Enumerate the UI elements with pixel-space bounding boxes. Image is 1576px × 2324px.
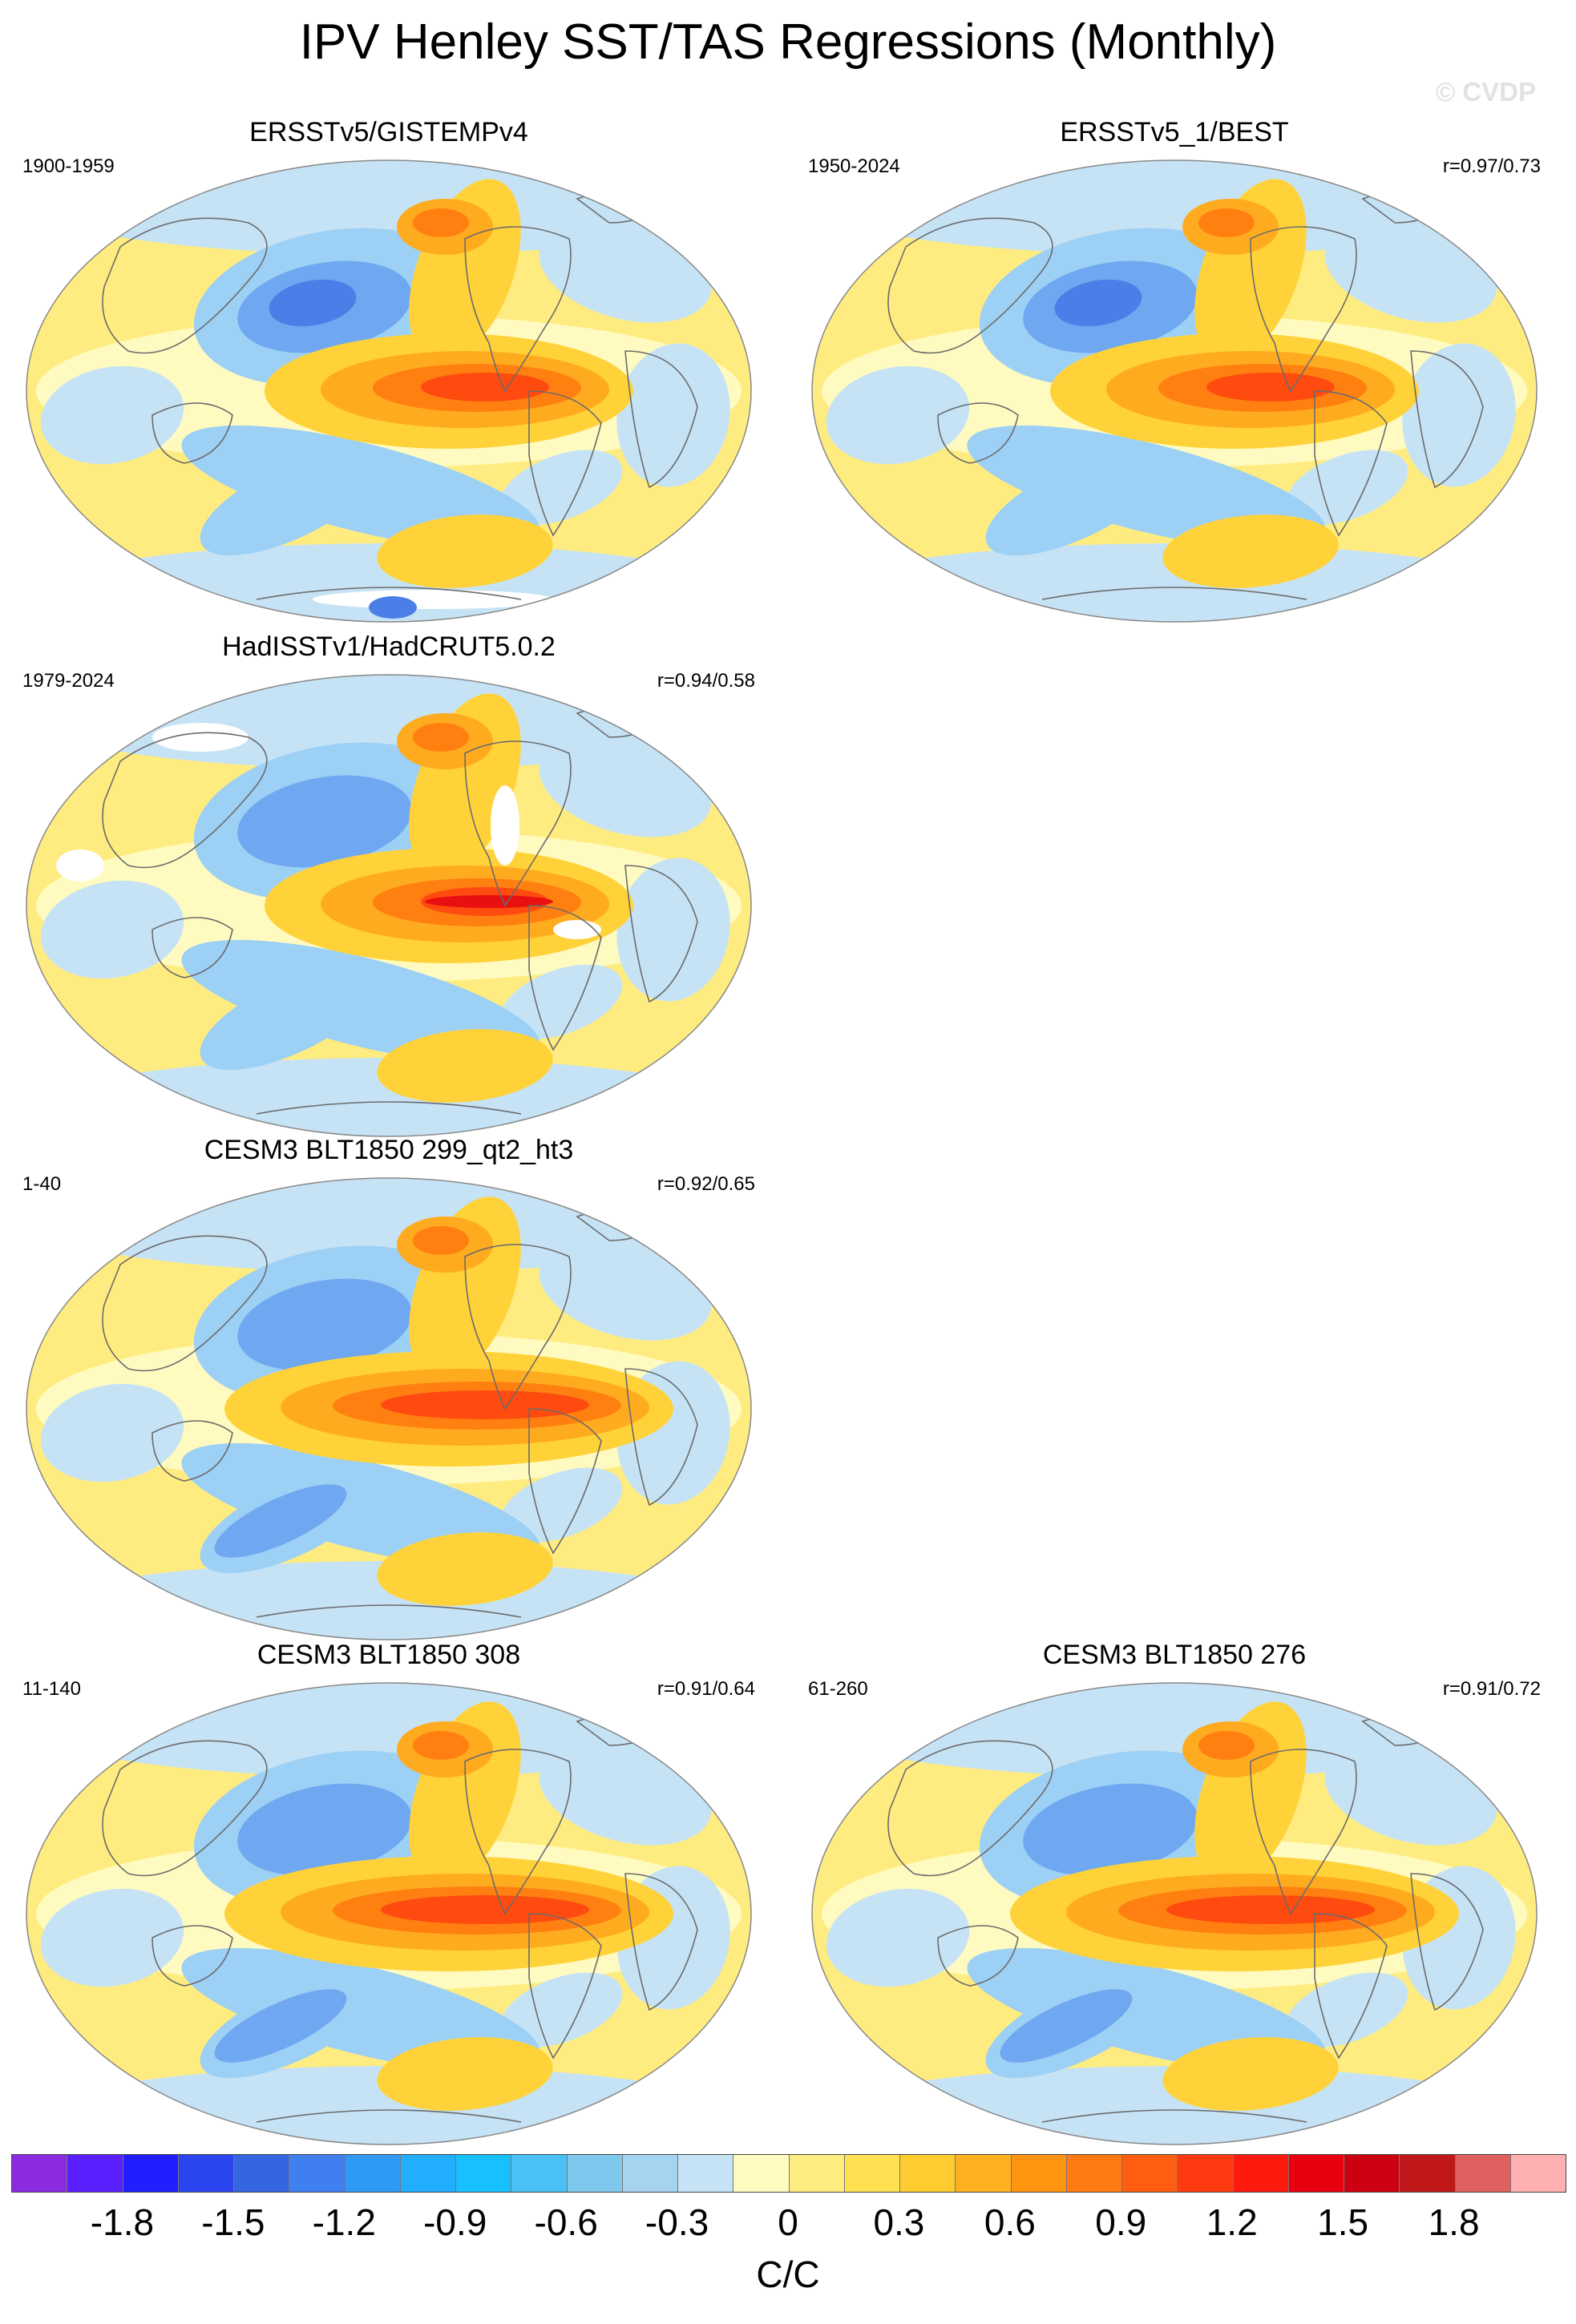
- regression-map: [26, 159, 752, 623]
- map-panel-4: CESM3 BLT1850 299_qt2_ht3 1-40 r=0.92/0.…: [16, 1136, 762, 1649]
- colorbar-swatch: [1400, 2155, 1456, 2192]
- colorbar-swatch: [1344, 2155, 1400, 2192]
- panel-period: 1900-1959: [22, 155, 115, 177]
- colorbar-swatch: [234, 2155, 290, 2192]
- colorbar-swatch: [1510, 2155, 1566, 2192]
- colorbar-swatch: [1122, 2155, 1178, 2192]
- panel-period: 61-260: [808, 1678, 868, 1700]
- colorbar-tick-label: -1.2: [312, 2201, 376, 2243]
- figure-title: IPV Henley SST/TAS Regressions (Monthly): [299, 14, 1277, 70]
- panel-correlation: r=0.91/0.72: [1442, 1678, 1541, 1700]
- colorbar-swatch: [289, 2155, 346, 2192]
- map-panel-1: ERSSTv5/GISTEMPv4 1900-1959: [16, 119, 762, 631]
- panel-title: HadISSTv1/HadCRUT5.0.2: [222, 631, 556, 662]
- colorbar-tick-label: 0.9: [1095, 2201, 1147, 2243]
- colorbar-tick-label: -1.8: [90, 2201, 155, 2243]
- regression-map: [26, 1682, 752, 2145]
- colorbar-swatch: [956, 2155, 1012, 2192]
- colorbar-units-label: C/C: [756, 2253, 820, 2295]
- panel-correlation: r=0.97/0.73: [1442, 155, 1541, 177]
- colorbar-swatch: [1011, 2155, 1067, 2192]
- colorbar-tick-label: 0.6: [984, 2201, 1036, 2243]
- colorbar-tick-label: 0: [778, 2201, 798, 2243]
- colorbar-tick-label: -0.9: [423, 2201, 487, 2243]
- colorbar-tick-label: 1.2: [1206, 2201, 1258, 2243]
- colorbar-swatch: [67, 2155, 123, 2192]
- colorbar-swatch: [622, 2155, 678, 2192]
- colorbar-swatch: [511, 2155, 568, 2192]
- colorbar-swatch: [789, 2155, 845, 2192]
- colorbar-swatch: [678, 2155, 734, 2192]
- panel-period: 1979-2024: [22, 670, 115, 692]
- colorbar-swatch: [456, 2155, 512, 2192]
- colorbar-swatch: [123, 2155, 179, 2192]
- colorbar-ticks: -1.8 -1.5 -1.2 -0.9 -0.6 -0.3 0 0.3 0.6 0.9 1.2 1.5…: [0, 2204, 1576, 2252]
- colorbar-swatch: [12, 2155, 68, 2192]
- map-panel-2: ERSSTv5_1/BEST 1950-2024 r=0.97/0.73: [802, 119, 1547, 631]
- panel-correlation: r=0.92/0.65: [657, 1173, 755, 1195]
- colorbar-swatch: [900, 2155, 956, 2192]
- panel-period: 11-140: [22, 1678, 81, 1700]
- regression-map: [811, 159, 1538, 623]
- colorbar-swatch: [1066, 2155, 1122, 2192]
- colorbar-tick-label: -1.5: [201, 2201, 265, 2243]
- colorbar-swatch: [1288, 2155, 1344, 2192]
- cvdp-watermark: © CVDP: [1435, 77, 1536, 107]
- colorbar-swatch: [1455, 2155, 1511, 2192]
- panel-title: CESM3 BLT1850 308: [257, 1640, 521, 1670]
- colorbar-swatch: [1178, 2155, 1234, 2192]
- colorbar-tick-label: 0.3: [873, 2201, 925, 2243]
- colorbar-swatch: [844, 2155, 900, 2192]
- colorbar-tick-label: -0.6: [534, 2201, 598, 2243]
- panel-title: CESM3 BLT1850 276: [1042, 1640, 1307, 1670]
- colorbar-tick-label: 1.8: [1428, 2201, 1480, 2243]
- panel-period: 1950-2024: [808, 155, 900, 177]
- panel-title: CESM3 BLT1850 299_qt2_ht3: [204, 1135, 574, 1165]
- colorbar: [11, 2154, 1566, 2193]
- map-panel-3: HadISSTv1/HadCRUT5.0.2 1979-2024 r=0.94/…: [16, 633, 762, 1146]
- regression-map: [26, 1177, 752, 1640]
- colorbar-swatch: [178, 2155, 234, 2192]
- map-panel-6: CESM3 BLT1850 276 61-260 r=0.91/0.72: [802, 1641, 1547, 2154]
- map-panel-5: CESM3 BLT1850 308 11-140 r=0.91/0.64: [16, 1641, 762, 2154]
- panel-correlation: r=0.91/0.64: [657, 1678, 755, 1700]
- panel-title: ERSSTv5/GISTEMPv4: [249, 117, 528, 147]
- colorbar-tick-label: 1.5: [1317, 2201, 1369, 2243]
- colorbar-swatch: [400, 2155, 456, 2192]
- panel-correlation: r=0.94/0.58: [657, 670, 755, 692]
- regression-map: [26, 674, 752, 1137]
- regression-map: [811, 1682, 1538, 2145]
- colorbar-swatch: [1233, 2155, 1289, 2192]
- colorbar-swatch: [567, 2155, 623, 2192]
- panel-title: ERSSTv5_1/BEST: [1060, 117, 1289, 147]
- colorbar-swatch: [733, 2155, 790, 2192]
- colorbar-tick-label: -0.3: [645, 2201, 709, 2243]
- colorbar-swatch: [345, 2155, 401, 2192]
- panel-period: 1-40: [22, 1173, 62, 1195]
